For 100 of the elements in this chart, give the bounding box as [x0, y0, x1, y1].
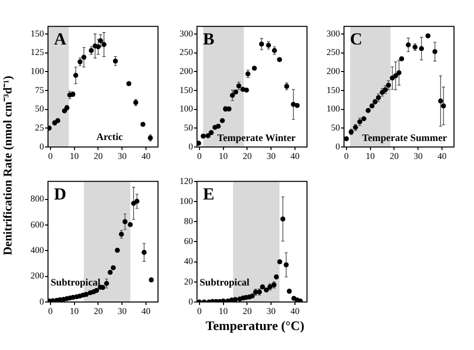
- point: [280, 216, 286, 222]
- point: [390, 76, 395, 81]
- y-tick-label: 150: [30, 28, 44, 38]
- point: [200, 134, 206, 139]
- y-tick-label: 0: [336, 141, 340, 152]
- y-tick-label: 25: [35, 122, 44, 133]
- y-tick-label: 50: [331, 122, 340, 133]
- point: [264, 287, 269, 292]
- y-tick-label: 300: [326, 28, 340, 38]
- x-tick-label: 0: [197, 150, 202, 161]
- y-tick-label: 80: [184, 216, 194, 226]
- point: [112, 58, 118, 64]
- y-tick-label: 100: [180, 104, 194, 114]
- point: [208, 130, 214, 136]
- x-tick-label: 40: [142, 150, 152, 161]
- point: [386, 82, 391, 88]
- point: [425, 33, 430, 38]
- y-tick-label: 250: [180, 47, 194, 58]
- point: [294, 103, 300, 108]
- x-tick-label: 30: [414, 150, 424, 161]
- x-tick-label: 30: [118, 150, 128, 161]
- y-tick-label: 200: [30, 270, 44, 281]
- y-tick-label: 40: [184, 256, 194, 266]
- y-tick-label: 150: [326, 84, 340, 95]
- x-tick-label: 10: [218, 150, 228, 161]
- y-tick-label: 20: [184, 276, 194, 286]
- y-tick-label: 120: [180, 176, 194, 186]
- point: [250, 293, 255, 298]
- point: [233, 89, 238, 94]
- point: [73, 72, 78, 78]
- annotation: Subtropical: [200, 277, 250, 288]
- point: [126, 81, 132, 86]
- annotation: Temperate Winter: [217, 133, 296, 144]
- point: [148, 277, 154, 282]
- y-tick-label: 75: [35, 84, 44, 95]
- chart-title: E: [203, 184, 214, 204]
- point: [232, 296, 238, 302]
- chart-title: C: [350, 29, 362, 48]
- point: [277, 57, 282, 62]
- chart-title: A: [54, 29, 67, 48]
- x-tick-label: 30: [266, 306, 276, 316]
- y-tick-label: 0: [188, 296, 194, 306]
- x-axis-title: Temperature (°C): [204, 318, 306, 334]
- x-tick-label: 10: [70, 150, 80, 161]
- x-tick-label: 40: [438, 150, 448, 161]
- y-tick-label: 400: [30, 245, 44, 256]
- point: [220, 298, 226, 302]
- point: [55, 118, 60, 124]
- point: [84, 292, 89, 297]
- y-tick-label: 125: [30, 47, 44, 58]
- x-tick-label: 20: [390, 150, 400, 161]
- point: [114, 248, 120, 253]
- point: [216, 124, 221, 129]
- point: [62, 108, 67, 114]
- annotation: Subtropical: [50, 277, 101, 288]
- chart-title: B: [203, 29, 214, 48]
- x-tick-label: 10: [70, 306, 80, 316]
- point: [142, 250, 147, 255]
- point: [220, 118, 225, 124]
- point: [104, 281, 110, 286]
- point: [48, 126, 52, 131]
- y-tick-label: 600: [30, 219, 44, 230]
- y-tick-label: 100: [326, 104, 340, 114]
- point: [399, 56, 404, 62]
- point: [361, 116, 366, 122]
- point: [369, 103, 374, 108]
- x-tick-label: 30: [118, 306, 128, 316]
- x-tick-label: 20: [94, 150, 104, 161]
- x-tick-label: 40: [290, 150, 300, 161]
- point: [406, 42, 411, 48]
- point: [344, 136, 349, 142]
- y-axis-title: Denitrification Rate (nmol cm⁻³d⁻¹): [0, 74, 16, 258]
- x-tick-label: 30: [266, 150, 276, 161]
- point: [81, 54, 86, 60]
- y-tick-label: 50: [35, 104, 44, 114]
- point: [438, 98, 444, 104]
- point: [122, 219, 128, 224]
- x-tick-label: 40: [290, 306, 300, 316]
- point: [128, 222, 133, 228]
- point: [244, 88, 249, 93]
- x-tick-label: 0: [197, 306, 202, 316]
- point: [96, 44, 101, 50]
- x-tick-label: 0: [344, 150, 350, 161]
- chart-title: D: [54, 184, 66, 204]
- y-tick-label: 100: [180, 196, 194, 206]
- point: [260, 284, 266, 290]
- y-tick-label: 50: [184, 122, 194, 133]
- x-tick-label: 10: [218, 306, 228, 316]
- y-tick-label: 250: [326, 47, 340, 58]
- point: [366, 108, 371, 113]
- x-tick-label: 10: [366, 150, 376, 161]
- x-tick-label: 20: [242, 306, 252, 316]
- point: [101, 42, 106, 47]
- y-tick-label: 0: [40, 296, 44, 306]
- y-tick-label: 60: [184, 236, 194, 246]
- point: [131, 200, 136, 206]
- point: [140, 122, 146, 127]
- y-tick-label: 0: [40, 141, 44, 152]
- x-tick-label: 20: [242, 150, 252, 161]
- y-tick-label: 0: [188, 141, 194, 152]
